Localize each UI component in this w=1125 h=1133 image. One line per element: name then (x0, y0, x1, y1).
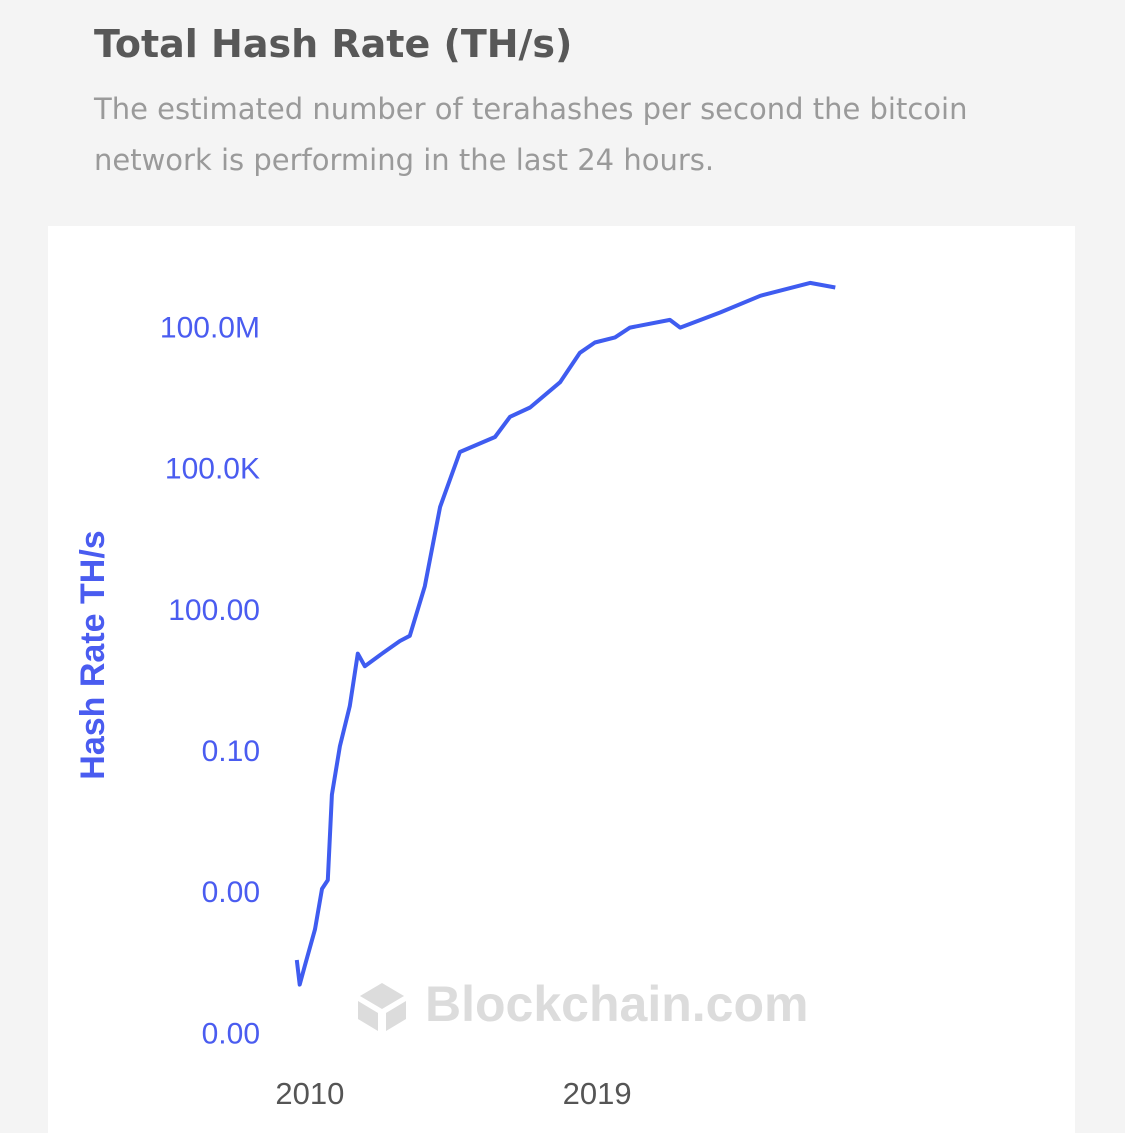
chart-title: Total Hash Rate (TH/s) (94, 22, 573, 66)
x-tick-label: 2019 (563, 1076, 632, 1111)
y-axis-label: Hash Rate TH/s (74, 530, 112, 779)
y-tick-label: 100.00 (168, 594, 260, 627)
y-tick-label: 0.00 (202, 1017, 260, 1050)
watermark: Blockchain.com (425, 976, 808, 1032)
y-tick-label: 0.00 (202, 876, 260, 909)
watermark-logo (358, 983, 406, 1031)
y-tick-label: 0.10 (202, 735, 260, 768)
data-line (294, 280, 836, 987)
x-tick-label: 2010 (275, 1076, 344, 1111)
chart-subtitle: The estimated number of terahashes per s… (94, 92, 968, 177)
y-tick-label: 100.0K (165, 453, 260, 486)
y-tick-label: 100.0M (160, 311, 260, 344)
